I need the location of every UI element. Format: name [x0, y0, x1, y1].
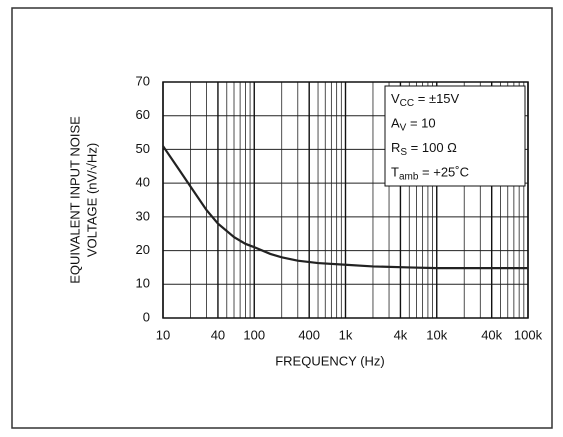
annotation: VCC = ±15V [391, 91, 460, 108]
annotation-part: T [391, 165, 399, 180]
annotation-part: R [391, 140, 400, 155]
x-tick-label: 10k [426, 327, 447, 342]
x-tick-label: 40k [481, 327, 502, 342]
annotation-part: V [391, 91, 400, 106]
y-axis-label: VOLTAGE (nV/√Hz) [84, 143, 99, 257]
annotation-part: = 100 Ω [407, 140, 457, 155]
y-tick-label: 50 [136, 141, 150, 156]
annotation-part: amb [399, 171, 419, 182]
annotation-part: V [400, 122, 407, 133]
x-tick-label: 100 [243, 327, 265, 342]
annotation-part: A [391, 116, 400, 131]
x-tick-label: 400 [298, 327, 320, 342]
x-tick-label: 40 [211, 327, 225, 342]
annotation: AV = 10 [391, 116, 436, 133]
y-tick-label: 20 [136, 242, 150, 257]
x-axis-label: FREQUENCY (Hz) [275, 353, 385, 368]
frame [11, 7, 553, 429]
plot-border [162, 81, 529, 319]
annotation-box [384, 85, 526, 187]
y-tick-label: 0 [143, 309, 150, 324]
y-tick-label: 10 [136, 276, 150, 291]
annotation-part: = ±15V [414, 91, 459, 106]
x-tick-label: 10 [156, 327, 170, 342]
y-tick-label: 40 [136, 175, 150, 190]
y-tick-label: 60 [136, 107, 150, 122]
y-axis-label: EQUIVALENT INPUT NOISE [67, 116, 82, 284]
x-tick-label: 1k [339, 327, 353, 342]
annotation-part: = +25˚C [418, 165, 469, 180]
annotation-part: = 10 [406, 116, 435, 131]
x-tick-label: 4k [394, 327, 408, 342]
annotation: Tamb = +25˚C [391, 165, 469, 182]
annotation-part: CC [400, 98, 414, 109]
x-tick-label: 100k [514, 327, 543, 342]
y-tick-label: 30 [136, 208, 150, 223]
y-tick-label: 70 [136, 73, 150, 88]
annotation-part: S [400, 147, 407, 158]
curve [162, 145, 528, 270]
annotation: RS = 100 Ω [391, 140, 457, 157]
